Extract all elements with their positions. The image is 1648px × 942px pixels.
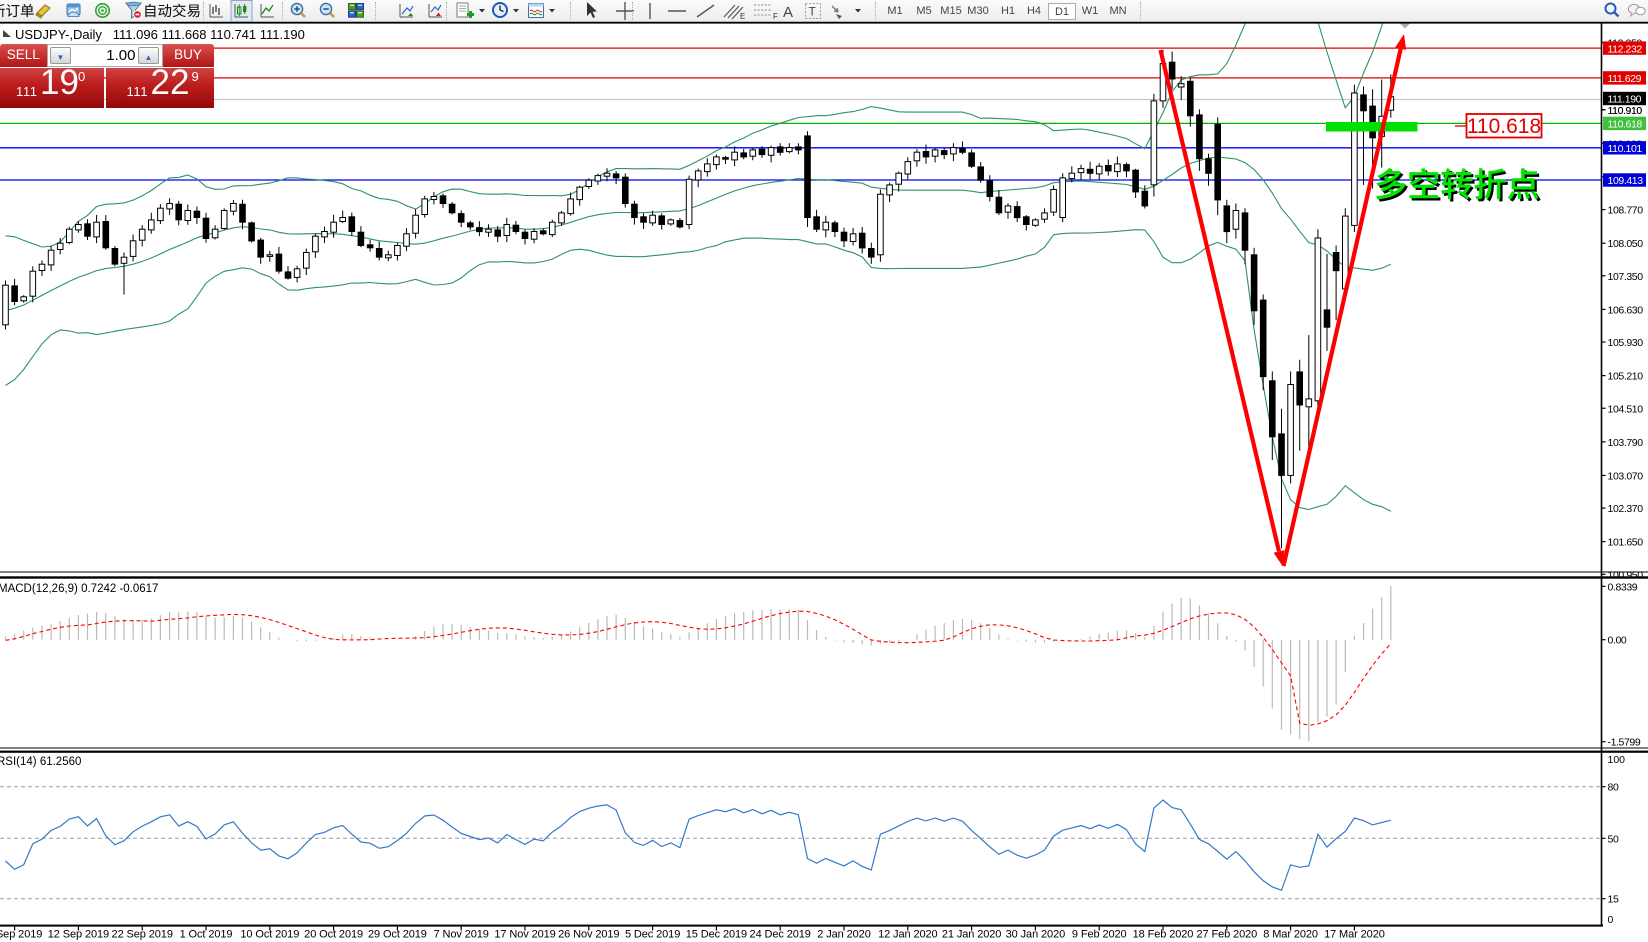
svg-text:103.070: 103.070 [1608,470,1644,482]
svg-text:15: 15 [1608,894,1619,906]
svg-text:17 Mar 2020: 17 Mar 2020 [1324,929,1385,941]
svg-text:110.618: 110.618 [1467,115,1541,138]
svg-text:104.510: 104.510 [1608,403,1644,415]
svg-text:21 Jan 2020: 21 Jan 2020 [942,929,1001,941]
svg-text:0.8339: 0.8339 [1608,581,1638,593]
svg-text:101.650: 101.650 [1608,537,1644,549]
svg-text:26 Nov 2019: 26 Nov 2019 [558,929,619,941]
svg-text:111.629: 111.629 [1608,73,1642,85]
svg-text:12 Jan 2020: 12 Jan 2020 [878,929,937,941]
svg-text:15 Dec 2019: 15 Dec 2019 [686,929,747,941]
svg-text:RSI(14) 61.2560: RSI(14) 61.2560 [0,756,81,768]
svg-text:102.370: 102.370 [1608,503,1644,515]
svg-text:105.210: 105.210 [1608,371,1644,383]
svg-text:110.618: 110.618 [1608,119,1643,131]
svg-text:F: F [773,12,778,21]
svg-text:T: T [809,5,817,19]
svg-text:1 Oct 2019: 1 Oct 2019 [180,929,233,941]
svg-text:5 Dec 2019: 5 Dec 2019 [625,929,680,941]
svg-text:-1.5799: -1.5799 [1608,737,1641,749]
svg-text:3 Sep 2019: 3 Sep 2019 [0,929,42,941]
svg-text:12 Sep 2019: 12 Sep 2019 [48,929,109,941]
svg-text:7 Nov 2019: 7 Nov 2019 [434,929,489,941]
svg-text:MACD(12,26,9) 0.7242 -0.0617: MACD(12,26,9) 0.7242 -0.0617 [0,583,158,595]
svg-text:18 Feb 2020: 18 Feb 2020 [1133,929,1194,941]
svg-text:108.770: 108.770 [1608,205,1644,217]
svg-text:107.350: 107.350 [1608,271,1644,283]
svg-text:2 Jan 2020: 2 Jan 2020 [817,929,870,941]
svg-text:30 Jan 2020: 30 Jan 2020 [1006,929,1065,941]
svg-text:27 Feb 2020: 27 Feb 2020 [1196,929,1257,941]
svg-text:100.950: 100.950 [1608,569,1644,581]
svg-text:10 Oct 2019: 10 Oct 2019 [240,929,299,941]
svg-text:100: 100 [1608,754,1626,766]
svg-text:111.190: 111.190 [1608,94,1642,106]
svg-text:22 Sep 2019: 22 Sep 2019 [112,929,173,941]
svg-text:108.050: 108.050 [1608,238,1644,250]
svg-text:E: E [740,12,745,21]
svg-text:0: 0 [1608,914,1614,926]
svg-text:A: A [783,4,793,21]
svg-text:112.232: 112.232 [1608,43,1643,55]
svg-text:109.413: 109.413 [1608,175,1644,187]
svg-text:106.630: 106.630 [1608,304,1644,316]
svg-text:9 Feb 2020: 9 Feb 2020 [1072,929,1127,941]
svg-text:0.00: 0.00 [1608,635,1627,647]
svg-text:24 Dec 2019: 24 Dec 2019 [750,929,811,941]
svg-text:USDJPY-,Daily 111.096 111.66: USDJPY-,Daily 111.096 111.668 110.741 11… [15,27,305,42]
svg-text:110.910: 110.910 [1608,105,1643,117]
svg-text:8 Mar 2020: 8 Mar 2020 [1263,929,1318,941]
svg-text:80: 80 [1608,782,1619,794]
svg-text:105.930: 105.930 [1608,337,1644,349]
svg-text:17 Nov 2019: 17 Nov 2019 [494,929,555,941]
svg-text:110.910: 110.910 [1608,105,1643,117]
svg-text:20 Oct 2019: 20 Oct 2019 [304,929,363,941]
svg-text:103.790: 103.790 [1608,437,1644,449]
svg-text:110.101: 110.101 [1608,143,1643,155]
svg-text:50: 50 [1608,833,1619,845]
svg-text:29 Oct 2019: 29 Oct 2019 [368,929,427,941]
